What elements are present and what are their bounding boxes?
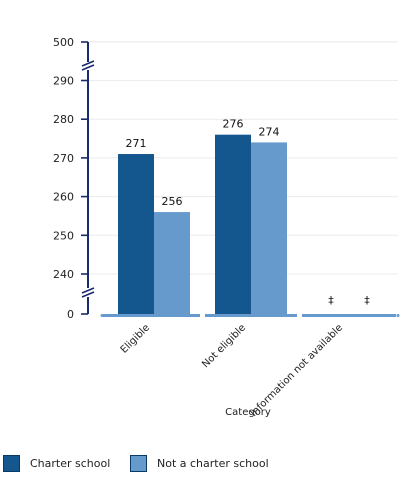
data-label-0-2: ‡ — [328, 294, 334, 307]
data-label-1-0: 256 — [162, 195, 183, 208]
y-tick-280-label: 280 — [53, 113, 74, 126]
bar-not-charter-1 — [251, 142, 287, 314]
y-tick-270-label: 270 — [53, 152, 74, 165]
y-tick-bottom-label: 0 — [67, 308, 74, 321]
legend-swatch-not-charter — [130, 454, 147, 472]
bar-not-charter-0 — [154, 212, 190, 314]
x-axis-title: Category — [225, 407, 271, 418]
legend-label-charter: Charter school — [30, 456, 111, 470]
bar-charter-0 — [118, 154, 154, 314]
bar-chart: 500 240 250 260 270 280 290 0 271 276 ‡ 256 274 ‡ Elig… — [53, 36, 400, 419]
category-label-2: Information not available — [248, 322, 345, 419]
axis-break-lower-icon — [81, 287, 95, 298]
legend-label-not-charter: Not a charter school — [157, 456, 269, 470]
legend-item-not-charter: Not a charter school — [130, 454, 269, 472]
category-label-0: Eligible — [119, 322, 152, 355]
data-label-0-0: 271 — [126, 137, 147, 150]
data-label-1-1: 274 — [259, 125, 280, 138]
y-tick-top-label: 500 — [53, 36, 74, 49]
axis-break-upper-icon — [81, 60, 95, 71]
y-tick-240-label: 240 — [53, 268, 74, 281]
y-tick-290-label: 290 — [53, 75, 74, 88]
x-axis-end-right — [396, 314, 400, 317]
y-tick-260-label: 260 — [53, 191, 74, 204]
legend-item-charter: Charter school — [3, 454, 110, 472]
legend-swatch-charter — [3, 454, 20, 472]
x-axis-end-left — [100, 314, 104, 317]
y-tick-250-label: 250 — [53, 229, 74, 242]
bar-charter-1 — [215, 134, 251, 314]
data-label-1-2: ‡ — [364, 294, 370, 307]
data-label-0-1: 276 — [223, 118, 244, 131]
category-label-1: Not eligible — [200, 322, 248, 370]
legend: Charter school Not a charter school — [0, 454, 407, 474]
